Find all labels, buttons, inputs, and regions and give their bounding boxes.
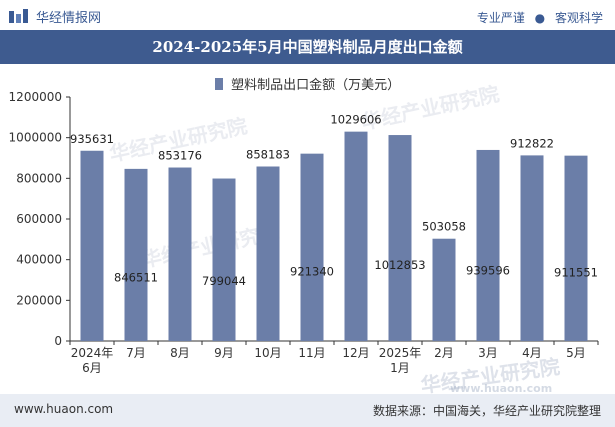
top-bar: 华经情报网 专业严谨 ● 客观科学 [0, 0, 615, 30]
data-label: 939596 [466, 263, 510, 277]
data-label: 921340 [290, 265, 334, 279]
x-tick-label: 5月 [566, 346, 586, 360]
data-label: 853176 [158, 149, 202, 163]
footer: www.huaon.com 数据来源：中国海关，华经产业研究院整理 [0, 394, 615, 427]
legend-swatch [214, 78, 223, 90]
bar [476, 149, 500, 341]
footer-source: 数据来源：中国海关，华经产业研究院整理 [372, 404, 601, 418]
x-tick-label: 10月 [254, 346, 281, 360]
tag-professional: 专业严谨 [476, 11, 525, 25]
x-tick-label: 12月 [342, 346, 369, 360]
tag-objective: 客观科学 [554, 11, 603, 25]
bar [344, 131, 368, 341]
data-label: 912822 [510, 136, 554, 150]
bar [212, 178, 236, 341]
data-label: 858183 [246, 148, 290, 162]
data-label: 846511 [114, 270, 158, 284]
brand-name: 华经情报网 [36, 11, 102, 26]
bar [432, 238, 456, 341]
data-label: 799044 [202, 274, 246, 288]
x-tick-label: 8月 [170, 346, 190, 360]
y-tick-label: 400000 [16, 253, 62, 267]
x-tick-label: 2024年 6月 [71, 346, 114, 375]
y-tick-label: 200000 [16, 293, 62, 307]
bar [80, 150, 104, 341]
x-tick-label: 11月 [298, 346, 325, 360]
chart-legend: 塑料制品出口金额（万美元） [0, 74, 615, 93]
data-label: 1012853 [374, 258, 425, 272]
footer-url[interactable]: www.huaon.com [14, 402, 114, 416]
brand[interactable]: 华经情报网 [8, 7, 101, 26]
x-tick-label: 4月 [522, 346, 542, 360]
data-label: 935631 [70, 132, 114, 146]
bar [520, 155, 544, 341]
bar [388, 135, 412, 341]
bar [168, 167, 192, 341]
bar [256, 166, 280, 341]
y-tick-label: 1000000 [9, 131, 62, 145]
tag-separator: ● [534, 11, 546, 25]
legend-label: 塑料制品出口金额（万美元） [231, 78, 401, 93]
y-tick-label: 600000 [16, 212, 62, 226]
brand-logo-icon [9, 9, 28, 23]
x-tick-label: 7月 [126, 346, 146, 360]
x-tick-label: 2月 [434, 346, 454, 360]
y-tick-label: 1200000 [9, 90, 62, 104]
y-tick-label: 800000 [16, 171, 62, 185]
bar [300, 153, 324, 341]
x-tick-label: 9月 [214, 346, 234, 360]
x-tick-label: 2025年 1月 [379, 346, 422, 375]
x-tick-label: 3月 [478, 346, 498, 360]
header-tags: 专业严谨 ● 客观科学 [477, 9, 603, 26]
chart-title: 2024-2025年5月中国塑料制品月度出口金额 [0, 30, 615, 64]
bar [564, 155, 588, 341]
data-label: 1029606 [330, 113, 381, 127]
data-label: 503058 [422, 220, 466, 234]
bar [124, 168, 148, 341]
data-label: 911551 [554, 265, 598, 279]
y-tick-label: 0 [54, 334, 62, 348]
